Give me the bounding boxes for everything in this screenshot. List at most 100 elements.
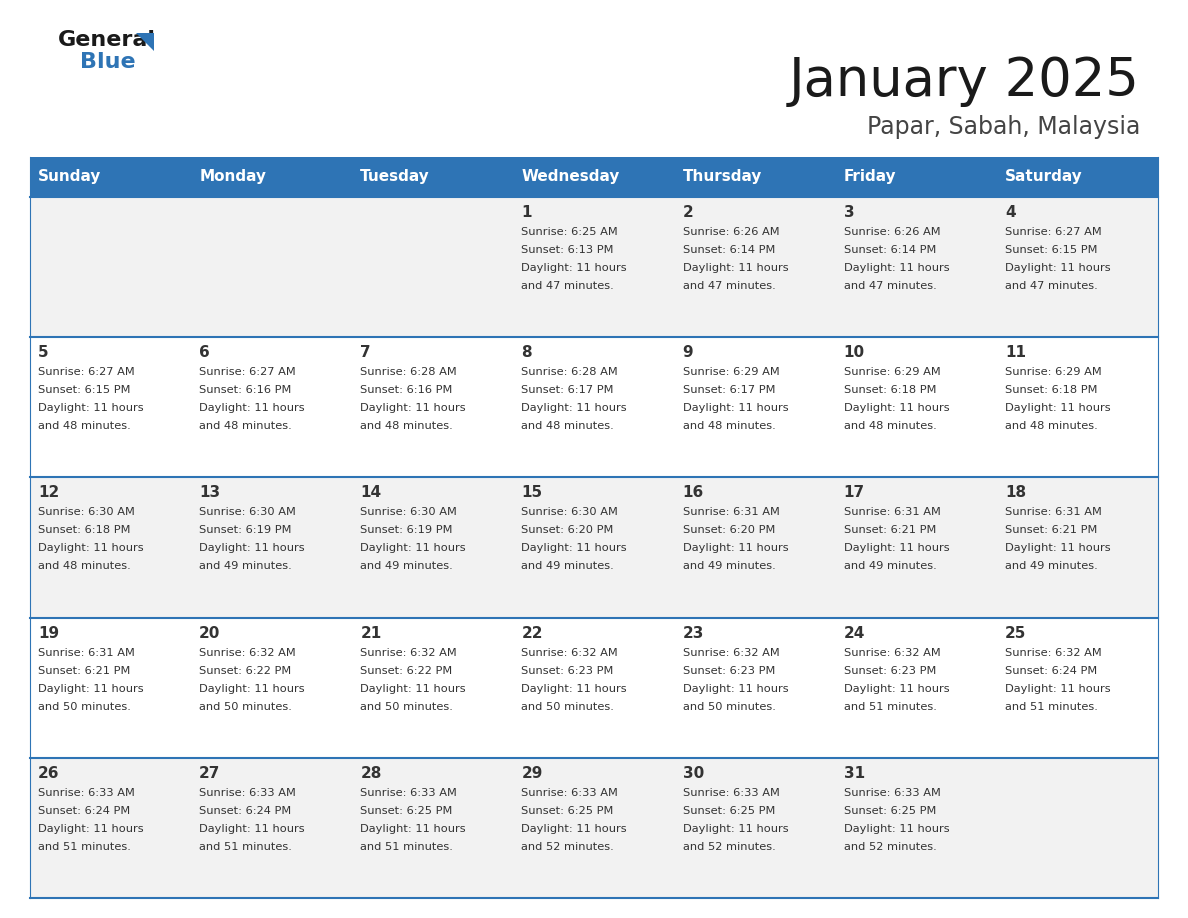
Text: and 51 minutes.: and 51 minutes. bbox=[200, 842, 292, 852]
Text: 26: 26 bbox=[38, 766, 59, 781]
Text: Daylight: 11 hours: Daylight: 11 hours bbox=[683, 403, 789, 413]
Text: 20: 20 bbox=[200, 625, 221, 641]
Bar bbox=[30, 197, 191, 337]
Text: 2: 2 bbox=[683, 205, 694, 220]
Text: 4: 4 bbox=[1005, 205, 1016, 220]
Text: and 50 minutes.: and 50 minutes. bbox=[38, 701, 131, 711]
Text: 31: 31 bbox=[843, 766, 865, 781]
Text: Sunrise: 6:27 AM: Sunrise: 6:27 AM bbox=[38, 367, 134, 377]
Text: 12: 12 bbox=[38, 486, 59, 500]
Bar bbox=[191, 477, 353, 618]
Bar bbox=[513, 337, 675, 477]
Text: Sunset: 6:13 PM: Sunset: 6:13 PM bbox=[522, 245, 614, 255]
Text: 16: 16 bbox=[683, 486, 703, 500]
Text: Sunrise: 6:32 AM: Sunrise: 6:32 AM bbox=[522, 647, 618, 657]
Text: Sunrise: 6:32 AM: Sunrise: 6:32 AM bbox=[200, 647, 296, 657]
Text: Sunrise: 6:32 AM: Sunrise: 6:32 AM bbox=[1005, 647, 1101, 657]
Text: Saturday: Saturday bbox=[1005, 170, 1082, 185]
Text: Daylight: 11 hours: Daylight: 11 hours bbox=[38, 684, 144, 694]
Text: Daylight: 11 hours: Daylight: 11 hours bbox=[1005, 684, 1111, 694]
Text: 18: 18 bbox=[1005, 486, 1026, 500]
Text: 8: 8 bbox=[522, 345, 532, 360]
Text: 11: 11 bbox=[1005, 345, 1026, 360]
Text: 15: 15 bbox=[522, 486, 543, 500]
Bar bbox=[835, 157, 997, 197]
Text: Daylight: 11 hours: Daylight: 11 hours bbox=[38, 823, 144, 834]
Text: and 52 minutes.: and 52 minutes. bbox=[843, 842, 936, 852]
Text: 3: 3 bbox=[843, 205, 854, 220]
Text: and 50 minutes.: and 50 minutes. bbox=[522, 701, 614, 711]
Text: Daylight: 11 hours: Daylight: 11 hours bbox=[683, 823, 789, 834]
Text: and 51 minutes.: and 51 minutes. bbox=[843, 701, 936, 711]
Bar bbox=[513, 157, 675, 197]
Bar bbox=[997, 477, 1158, 618]
Text: Daylight: 11 hours: Daylight: 11 hours bbox=[522, 823, 627, 834]
Bar bbox=[30, 337, 191, 477]
Text: 13: 13 bbox=[200, 486, 220, 500]
Text: and 48 minutes.: and 48 minutes. bbox=[200, 421, 292, 431]
Text: and 48 minutes.: and 48 minutes. bbox=[522, 421, 614, 431]
Bar bbox=[191, 337, 353, 477]
Text: Daylight: 11 hours: Daylight: 11 hours bbox=[1005, 403, 1111, 413]
Text: and 49 minutes.: and 49 minutes. bbox=[360, 562, 453, 571]
Text: and 49 minutes.: and 49 minutes. bbox=[522, 562, 614, 571]
Text: Daylight: 11 hours: Daylight: 11 hours bbox=[360, 684, 466, 694]
Text: Sunrise: 6:30 AM: Sunrise: 6:30 AM bbox=[522, 508, 619, 518]
Bar bbox=[30, 757, 191, 898]
Text: Daylight: 11 hours: Daylight: 11 hours bbox=[200, 823, 305, 834]
Bar bbox=[675, 757, 835, 898]
Text: Sunrise: 6:33 AM: Sunrise: 6:33 AM bbox=[683, 788, 779, 798]
Text: Friday: Friday bbox=[843, 170, 897, 185]
Bar bbox=[835, 477, 997, 618]
Text: 23: 23 bbox=[683, 625, 704, 641]
Text: Daylight: 11 hours: Daylight: 11 hours bbox=[683, 263, 789, 273]
Text: Daylight: 11 hours: Daylight: 11 hours bbox=[843, 684, 949, 694]
Bar bbox=[997, 757, 1158, 898]
Text: Daylight: 11 hours: Daylight: 11 hours bbox=[1005, 543, 1111, 554]
Text: Sunrise: 6:29 AM: Sunrise: 6:29 AM bbox=[843, 367, 941, 377]
Text: Sunset: 6:16 PM: Sunset: 6:16 PM bbox=[360, 386, 453, 396]
Bar bbox=[675, 157, 835, 197]
Text: Sunrise: 6:31 AM: Sunrise: 6:31 AM bbox=[1005, 508, 1101, 518]
Text: and 47 minutes.: and 47 minutes. bbox=[1005, 281, 1098, 291]
Polygon shape bbox=[135, 33, 154, 51]
Text: Daylight: 11 hours: Daylight: 11 hours bbox=[683, 684, 789, 694]
Bar bbox=[675, 477, 835, 618]
Text: Sunset: 6:23 PM: Sunset: 6:23 PM bbox=[683, 666, 775, 676]
Text: 17: 17 bbox=[843, 486, 865, 500]
Text: 5: 5 bbox=[38, 345, 49, 360]
Bar bbox=[835, 197, 997, 337]
Bar bbox=[835, 618, 997, 757]
Bar bbox=[353, 618, 513, 757]
Text: and 49 minutes.: and 49 minutes. bbox=[200, 562, 292, 571]
Text: Sunrise: 6:26 AM: Sunrise: 6:26 AM bbox=[843, 227, 941, 237]
Bar bbox=[30, 477, 191, 618]
Text: Daylight: 11 hours: Daylight: 11 hours bbox=[200, 403, 305, 413]
Text: Sunrise: 6:27 AM: Sunrise: 6:27 AM bbox=[200, 367, 296, 377]
Text: and 51 minutes.: and 51 minutes. bbox=[360, 842, 453, 852]
Text: Sunrise: 6:25 AM: Sunrise: 6:25 AM bbox=[522, 227, 618, 237]
Text: 28: 28 bbox=[360, 766, 381, 781]
Text: Sunrise: 6:30 AM: Sunrise: 6:30 AM bbox=[38, 508, 135, 518]
Text: and 50 minutes.: and 50 minutes. bbox=[360, 701, 453, 711]
Text: Sunrise: 6:29 AM: Sunrise: 6:29 AM bbox=[1005, 367, 1101, 377]
Text: Sunset: 6:23 PM: Sunset: 6:23 PM bbox=[843, 666, 936, 676]
Bar bbox=[353, 757, 513, 898]
Text: 1: 1 bbox=[522, 205, 532, 220]
Text: Sunset: 6:18 PM: Sunset: 6:18 PM bbox=[843, 386, 936, 396]
Text: Sunrise: 6:33 AM: Sunrise: 6:33 AM bbox=[843, 788, 941, 798]
Bar bbox=[191, 157, 353, 197]
Text: Sunset: 6:19 PM: Sunset: 6:19 PM bbox=[200, 525, 292, 535]
Text: Daylight: 11 hours: Daylight: 11 hours bbox=[200, 684, 305, 694]
Bar bbox=[997, 197, 1158, 337]
Text: Sunset: 6:25 PM: Sunset: 6:25 PM bbox=[360, 806, 453, 816]
Text: Daylight: 11 hours: Daylight: 11 hours bbox=[843, 823, 949, 834]
Text: Sunset: 6:22 PM: Sunset: 6:22 PM bbox=[360, 666, 453, 676]
Text: Sunrise: 6:32 AM: Sunrise: 6:32 AM bbox=[843, 647, 941, 657]
Text: Wednesday: Wednesday bbox=[522, 170, 620, 185]
Bar bbox=[191, 618, 353, 757]
Text: General: General bbox=[58, 30, 156, 50]
Text: Sunrise: 6:33 AM: Sunrise: 6:33 AM bbox=[200, 788, 296, 798]
Text: January 2025: January 2025 bbox=[789, 55, 1140, 107]
Text: Sunrise: 6:29 AM: Sunrise: 6:29 AM bbox=[683, 367, 779, 377]
